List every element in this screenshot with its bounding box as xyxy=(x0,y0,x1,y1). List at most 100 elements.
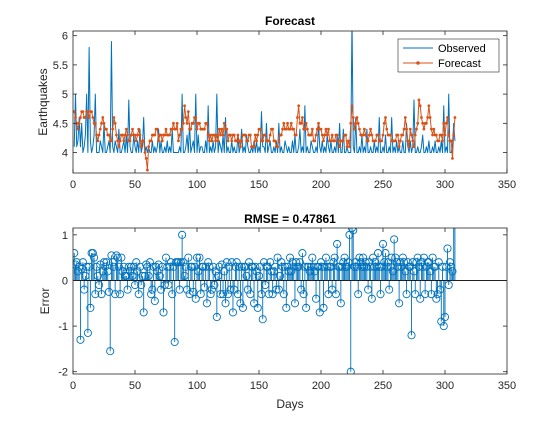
forecast-point xyxy=(415,127,418,131)
error-marker xyxy=(272,285,281,294)
forecast-point xyxy=(105,127,108,131)
forecast-point xyxy=(86,110,90,114)
error-marker xyxy=(274,285,283,294)
error-marker xyxy=(376,290,385,299)
forecast-point xyxy=(277,139,281,143)
error-xtick-label: 100 xyxy=(188,380,206,392)
forecast-point xyxy=(294,133,298,137)
forecast-point xyxy=(288,127,292,131)
forecast-point xyxy=(410,133,413,137)
forecast-point xyxy=(327,127,330,131)
forecast-point xyxy=(226,139,230,143)
error-marker xyxy=(86,303,95,312)
error-marker xyxy=(292,258,301,267)
forecast-point xyxy=(421,121,425,125)
forecast-point xyxy=(138,133,142,137)
forecast-point xyxy=(268,133,272,137)
forecast-point xyxy=(398,139,402,143)
error-marker xyxy=(402,290,411,299)
forecast-point xyxy=(324,127,328,131)
forecast-point xyxy=(153,133,157,137)
error-marker xyxy=(147,290,156,299)
error-marker xyxy=(235,262,244,271)
forecast-point xyxy=(81,110,85,114)
forecast-point xyxy=(408,127,412,131)
error-marker xyxy=(388,267,397,276)
error-marker xyxy=(232,258,241,267)
forecast-point xyxy=(451,156,454,160)
forecast-point xyxy=(292,127,296,131)
error-marker xyxy=(109,262,118,271)
forecast-point xyxy=(354,121,358,125)
error-marker xyxy=(150,296,159,306)
forecast-point xyxy=(397,145,401,149)
error-marker xyxy=(202,299,211,308)
forecast-point xyxy=(370,133,374,137)
forecast-point xyxy=(217,127,221,131)
error-marker xyxy=(266,258,275,267)
forecast-ytick-label: 5.5 xyxy=(53,60,68,72)
forecast-point xyxy=(350,104,354,108)
error-marker xyxy=(378,239,388,249)
error-marker xyxy=(251,262,260,271)
error-marker xyxy=(298,249,307,258)
error-xtick-label: 250 xyxy=(374,380,392,392)
forecast-point xyxy=(363,127,366,131)
error-marker xyxy=(361,258,370,267)
error-marker xyxy=(73,249,79,258)
error-marker xyxy=(367,294,376,303)
legend-box xyxy=(397,38,500,73)
error-marker xyxy=(180,271,189,280)
forecast-point xyxy=(116,139,120,143)
error-marker xyxy=(364,285,373,294)
forecast-point xyxy=(358,127,361,131)
forecast-point xyxy=(118,139,122,143)
forecast-point xyxy=(376,133,380,137)
error-marker xyxy=(427,290,436,299)
forecast-point xyxy=(369,127,372,131)
forecast-title: Forecast xyxy=(265,14,315,28)
error-xlabel: Days xyxy=(276,397,303,411)
forecast-point xyxy=(305,127,309,131)
forecast-point xyxy=(413,133,417,137)
forecast-point xyxy=(97,133,101,137)
error-marker xyxy=(393,262,402,271)
error-marker xyxy=(264,290,273,299)
forecast-point xyxy=(252,145,256,149)
forecast-xtick-label: 100 xyxy=(188,179,206,191)
forecast-point xyxy=(209,133,213,137)
error-marker xyxy=(160,280,169,290)
forecast-point xyxy=(319,127,323,131)
forecast-point xyxy=(255,139,258,143)
forecast-point xyxy=(220,127,224,131)
forecast-point xyxy=(333,139,337,143)
error-marker xyxy=(189,287,198,296)
error-marker xyxy=(304,262,313,271)
forecast-point xyxy=(345,145,349,149)
error-marker xyxy=(302,303,311,312)
legend-observed-label: Observed xyxy=(438,43,486,55)
forecast-point xyxy=(237,139,241,143)
error-marker xyxy=(134,290,143,299)
error-marker xyxy=(117,253,126,262)
error-marker xyxy=(168,290,177,299)
forecast-point xyxy=(194,116,198,119)
error-marker xyxy=(228,308,238,317)
forecast-point xyxy=(346,139,350,143)
forecast-point xyxy=(107,133,111,137)
forecast-point xyxy=(355,116,359,119)
error-marker xyxy=(439,322,448,331)
error-marker xyxy=(314,262,323,271)
error-marker xyxy=(93,271,102,280)
forecast-point xyxy=(160,139,164,143)
error-marker xyxy=(225,262,234,271)
forecast-xtick-label: 0 xyxy=(70,179,76,191)
error-marker xyxy=(143,262,152,271)
forecast-point xyxy=(74,116,77,119)
forecast-point xyxy=(320,133,324,137)
forecast-point xyxy=(431,133,434,137)
forecast-point xyxy=(273,139,277,143)
forecast-point xyxy=(323,133,327,137)
error-plot-area xyxy=(73,228,507,374)
forecast-point xyxy=(432,127,436,131)
